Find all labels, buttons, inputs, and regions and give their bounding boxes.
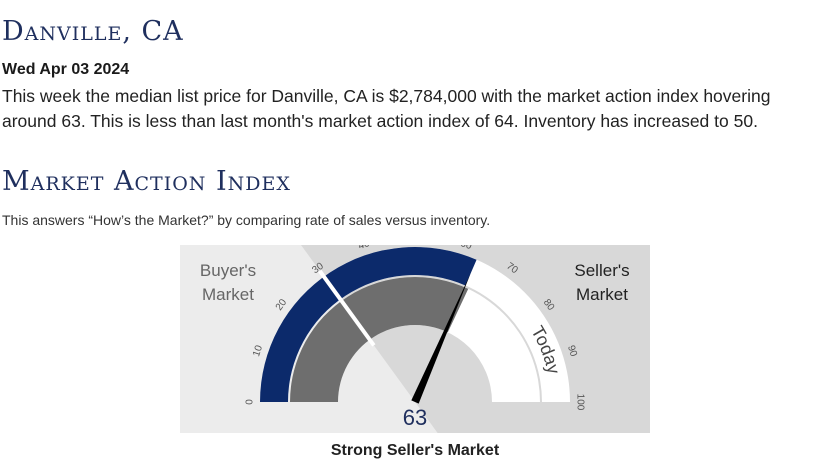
buyer-seller-divider xyxy=(318,269,376,347)
needle xyxy=(411,273,471,404)
gauge-svg: 0102030405060708090100 Buyer's Market Se… xyxy=(180,245,650,433)
section-intro: This answers “How’s the Market?” by comp… xyxy=(2,212,491,228)
tick-label-40: 40 xyxy=(357,245,371,252)
market-action-gauge: 0102030405060708090100 Buyer's Market Se… xyxy=(180,245,650,433)
tick-label-60: 60 xyxy=(459,245,473,252)
tick-label-100: 100 xyxy=(575,394,586,411)
tick-label-90: 90 xyxy=(565,344,579,358)
buyers-market-label-line1: Buyer's xyxy=(200,261,256,280)
market-caption: Strong Seller's Market xyxy=(330,442,500,459)
market-summary: This week the median list price for Danv… xyxy=(2,86,771,131)
tick-label-0: 0 xyxy=(245,399,256,405)
report-date: Wed Apr 03 2024 xyxy=(2,61,130,78)
sellers-market-label-line2: Market xyxy=(576,285,628,304)
last-month-arc xyxy=(290,277,469,402)
location-title: Danville, CA xyxy=(2,16,184,47)
buyers-market-label-line2: Market xyxy=(202,285,254,304)
sellers-market-label-line1: Seller's xyxy=(574,261,629,280)
tick-label-10: 10 xyxy=(251,344,265,358)
index-value: 63 xyxy=(403,405,427,430)
today-arc xyxy=(260,247,477,402)
section-title: Market Action Index xyxy=(2,166,291,197)
